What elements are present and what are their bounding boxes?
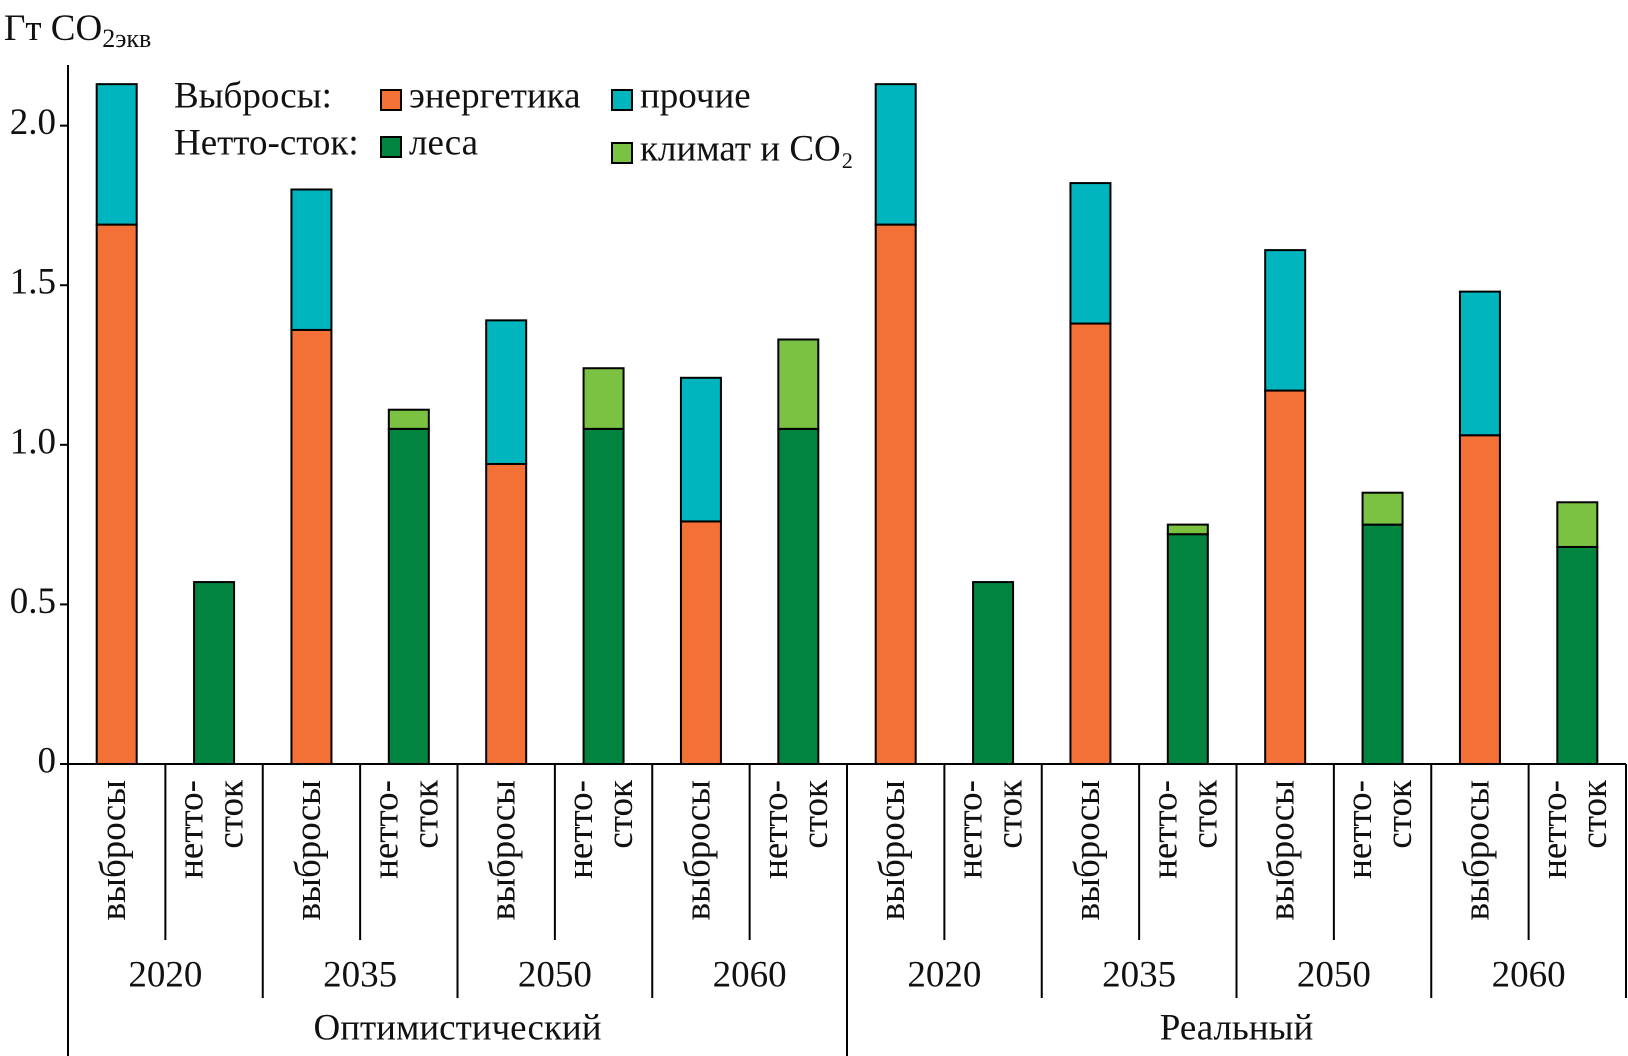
legend-swatch <box>611 142 633 164</box>
bar-segment <box>1556 501 1599 548</box>
legend-swatch <box>380 136 402 158</box>
x-tick-label: сток <box>1184 779 1225 849</box>
legend-title: Нетто-сток: <box>174 122 359 163</box>
bar-segment <box>1556 545 1599 766</box>
bar-segment <box>1361 523 1404 766</box>
year-label: 2060 <box>1492 954 1566 995</box>
bar-segment <box>679 520 722 766</box>
x-tick-label: нетто- <box>755 780 796 879</box>
scenario-label: Оптимистический <box>313 1007 601 1048</box>
x-tick-label: выбросы <box>1067 780 1108 920</box>
legend-label: леса <box>409 122 478 163</box>
x-tick-label: нетто- <box>1144 780 1185 879</box>
bar-segment <box>1361 491 1404 526</box>
bar-segment <box>1166 533 1209 765</box>
bar-segment <box>1069 322 1112 765</box>
bar-segment <box>1166 523 1209 536</box>
bar-segment <box>1264 249 1307 392</box>
bar-segment <box>95 83 138 226</box>
year-label: 2020 <box>907 954 981 995</box>
bar-segment <box>95 223 138 765</box>
bar-segment <box>1264 389 1307 765</box>
x-tick-label: нетто- <box>171 780 212 879</box>
bar-segment <box>777 427 820 765</box>
legend-swatch <box>380 89 402 111</box>
bar-segment <box>1069 182 1112 325</box>
bar-segment <box>582 427 625 765</box>
y-tick-label: 2.0 <box>10 102 56 143</box>
legend-title: Выбросы: <box>174 75 332 116</box>
year-label: 2035 <box>323 954 397 995</box>
y-tick-label: 1.5 <box>10 262 56 303</box>
bar-segment <box>290 328 333 765</box>
x-tick-label: нетто- <box>560 780 601 879</box>
x-tick-label: выбросы <box>872 780 913 920</box>
x-tick-label: сток <box>600 779 641 849</box>
y-label-main: Гт CO <box>4 8 102 49</box>
y-tick-label: 0.5 <box>10 581 56 622</box>
y-axis-label: Гт CO2экв <box>4 8 151 52</box>
y-label-sub: 2экв <box>102 24 151 53</box>
x-tick-label: выбросы <box>483 780 524 920</box>
legend-label: энергетика <box>409 75 581 116</box>
legend-label: прочие <box>640 75 751 116</box>
y-tick-label: 0 <box>38 740 57 781</box>
x-tick-label: выбросы <box>288 780 329 920</box>
x-tick-label: выбросы <box>677 780 718 920</box>
bar-segment <box>874 223 917 765</box>
legend-label: климат и CO₂ <box>640 128 854 169</box>
year-label: 2020 <box>128 954 202 995</box>
bar-segment <box>1458 290 1501 437</box>
bar-segment <box>874 83 917 226</box>
x-tick-label: нетто- <box>1534 780 1575 879</box>
bar-segment <box>777 338 820 430</box>
x-tick-label: сток <box>1379 779 1420 849</box>
year-label: 2050 <box>1297 954 1371 995</box>
bar-segment <box>582 367 625 430</box>
legend-swatch <box>611 89 633 111</box>
x-tick-label: выбросы <box>1456 780 1497 920</box>
bar-segment <box>972 581 1015 765</box>
x-tick-label: нетто- <box>1339 780 1380 879</box>
bar-segment <box>485 319 528 465</box>
x-tick-label: выбросы <box>93 780 134 920</box>
x-tick-label: сток <box>990 779 1031 849</box>
x-tick-label: сток <box>1574 779 1615 849</box>
x-tick-label: нетто- <box>365 780 406 879</box>
year-label: 2050 <box>518 954 592 995</box>
bar-segment <box>387 427 430 765</box>
scenario-label: Реальный <box>1160 1007 1314 1048</box>
x-tick-label: нетто- <box>950 780 991 879</box>
bar-segment <box>485 462 528 765</box>
x-tick-label: сток <box>405 779 446 849</box>
year-label: 2035 <box>1102 954 1176 995</box>
year-label: 2060 <box>713 954 787 995</box>
bar-segment <box>387 408 430 430</box>
x-tick-label: выбросы <box>1262 780 1303 920</box>
bar-segment <box>1458 434 1501 765</box>
x-tick-label: сток <box>211 779 252 849</box>
x-tick-label: сток <box>795 779 836 849</box>
bar-segment <box>290 188 333 331</box>
bar-segment <box>193 581 236 765</box>
y-tick-label: 1.0 <box>10 421 56 462</box>
bar-segment <box>679 376 722 523</box>
